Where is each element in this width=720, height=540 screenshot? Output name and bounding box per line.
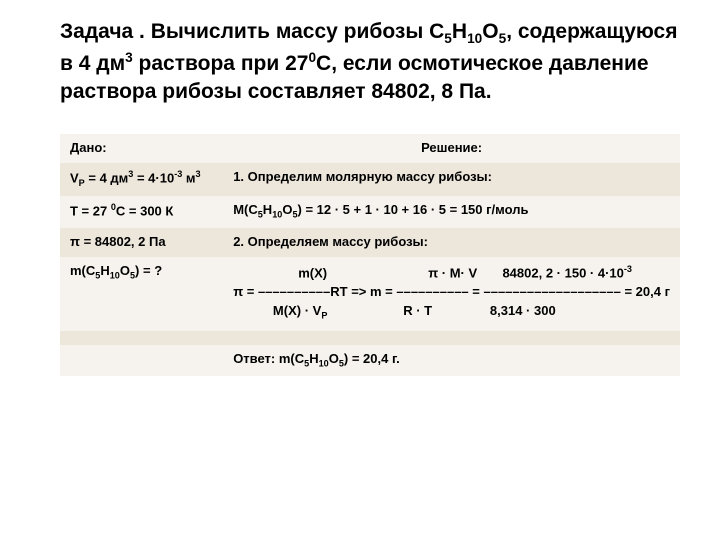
solution-cell: m(X) π · M· V 84802, 2 · 150 · 4·10-3 π …: [223, 257, 680, 331]
table-row: Ответ: m(С5Н10О5) = 20,4 г.: [60, 345, 680, 377]
table-row: VР = 4 дм3 = 4·10-3 м31. Определим моляр…: [60, 163, 680, 196]
table-row: m(С5Н10О5) = ? m(X) π · M· V 84802, 2 · …: [60, 257, 680, 331]
solution-tbody: Дано:Решение:VР = 4 дм3 = 4·10-3 м31. Оп…: [60, 134, 680, 376]
given-cell: VР = 4 дм3 = 4·10-3 м3: [60, 163, 223, 196]
given-cell: [60, 345, 223, 377]
table-row: π = 84802, 2 Па2. Определяем массу рибоз…: [60, 228, 680, 257]
given-cell: [60, 331, 223, 345]
table-row: Дано:Решение:: [60, 134, 680, 163]
solution-table: Дано:Решение:VР = 4 дм3 = 4·10-3 м31. Оп…: [60, 134, 680, 376]
solution-cell: Решение:: [223, 134, 680, 163]
table-row: [60, 331, 680, 345]
given-cell: m(С5Н10О5) = ?: [60, 257, 223, 331]
given-cell: π = 84802, 2 Па: [60, 228, 223, 257]
table-row: Т = 27 0С = 300 КМ(С5Н10О5) = 12 · 5 + 1…: [60, 196, 680, 228]
given-cell: Т = 27 0С = 300 К: [60, 196, 223, 228]
solution-cell: М(С5Н10О5) = 12 · 5 + 1 · 10 + 16 · 5 = …: [223, 196, 680, 228]
solution-cell: [223, 331, 680, 345]
solution-cell: 1. Определим молярную массу рибозы:: [223, 163, 680, 196]
problem-title: Задача . Вычислить массу рибозы С5Н10О5,…: [60, 18, 680, 106]
solution-cell: 2. Определяем массу рибозы:: [223, 228, 680, 257]
solution-cell: Ответ: m(С5Н10О5) = 20,4 г.: [223, 345, 680, 377]
given-cell: Дано:: [60, 134, 223, 163]
